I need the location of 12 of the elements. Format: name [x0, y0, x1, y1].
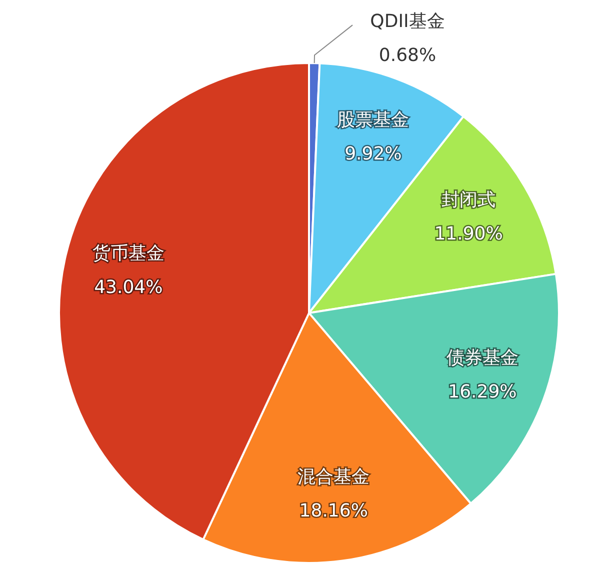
data-label: 0.68% — [378, 45, 436, 66]
slice-label: QDII基金 — [370, 11, 445, 32]
slice-label: 货币基金 — [92, 242, 164, 264]
slice-label: 股票基金 — [337, 109, 410, 130]
data-label: 18.16% — [299, 500, 368, 522]
data-label: 43.04% — [94, 276, 163, 298]
slice-label: 封闭式 — [442, 189, 496, 210]
slice-label: 混合基金 — [298, 466, 370, 488]
data-label: 16.29% — [448, 381, 517, 402]
data-label: 11.90% — [434, 223, 503, 244]
data-label: 9.92% — [344, 143, 402, 164]
slice-label: 债券基金 — [446, 347, 518, 368]
